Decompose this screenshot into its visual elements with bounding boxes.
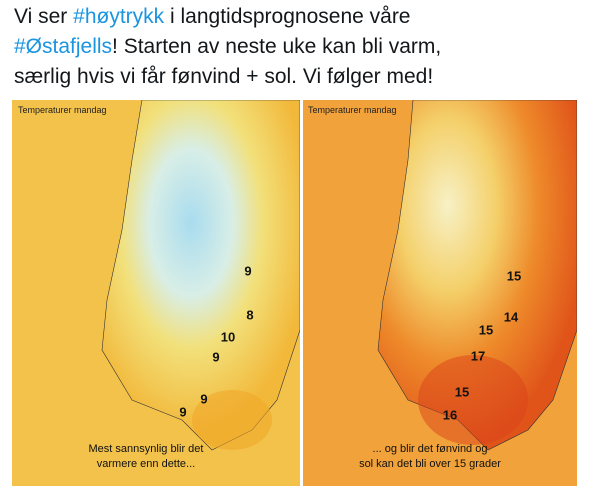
temperature: 15 — [455, 384, 469, 399]
temperature: 9 — [179, 404, 186, 419]
text: særlig hvis vi får fønvind + sol. Vi føl… — [14, 65, 434, 88]
caption: Mest sannsynlig blir det — [89, 443, 204, 455]
text: Vi ser — [14, 5, 74, 28]
temperature: 9 — [212, 349, 219, 364]
line: #Østafjells! Starten av neste uke kan bl… — [14, 32, 441, 62]
caption: sol kan det bli over 15 grader — [359, 458, 501, 470]
temperature: 17 — [471, 348, 485, 363]
temperature: 16 — [443, 407, 457, 422]
caption: ... og blir det fønvind og — [373, 443, 488, 455]
temperature: 9 — [244, 263, 251, 278]
line: Vi ser #høytrykk i langtidsprognosene vå… — [14, 2, 441, 32]
hashtag[interactable]: #Østafjells — [14, 35, 113, 58]
land — [101, 100, 300, 451]
warm-area — [418, 355, 528, 445]
caption: varmere enn dette... — [97, 458, 195, 470]
text: i langtidsprognosene våre — [164, 5, 411, 28]
line: særlig hvis vi får fønvind + sol. Vi føl… — [14, 62, 441, 92]
warm-area — [192, 390, 272, 450]
map-label: Temperaturer mandag — [18, 105, 107, 115]
map-image[interactable]: Temperaturer mandag 15 14 15 17 15 16 ... og bl… — [303, 100, 577, 486]
temperature: 15 — [479, 322, 493, 337]
temperature: 8 — [246, 307, 253, 322]
hashtag[interactable]: #høytrykk — [73, 5, 165, 28]
text: ! Starten av neste uke kan bli varm, — [112, 35, 442, 58]
temperature: 14 — [504, 309, 519, 324]
temperature: 10 — [221, 329, 235, 344]
temperature: 9 — [200, 391, 207, 406]
tweet-text: Vi ser #høytrykk i langtidsprognosene vå… — [14, 2, 441, 92]
temperature: 15 — [507, 268, 521, 283]
map-label: Temperaturer mandag — [308, 105, 397, 115]
